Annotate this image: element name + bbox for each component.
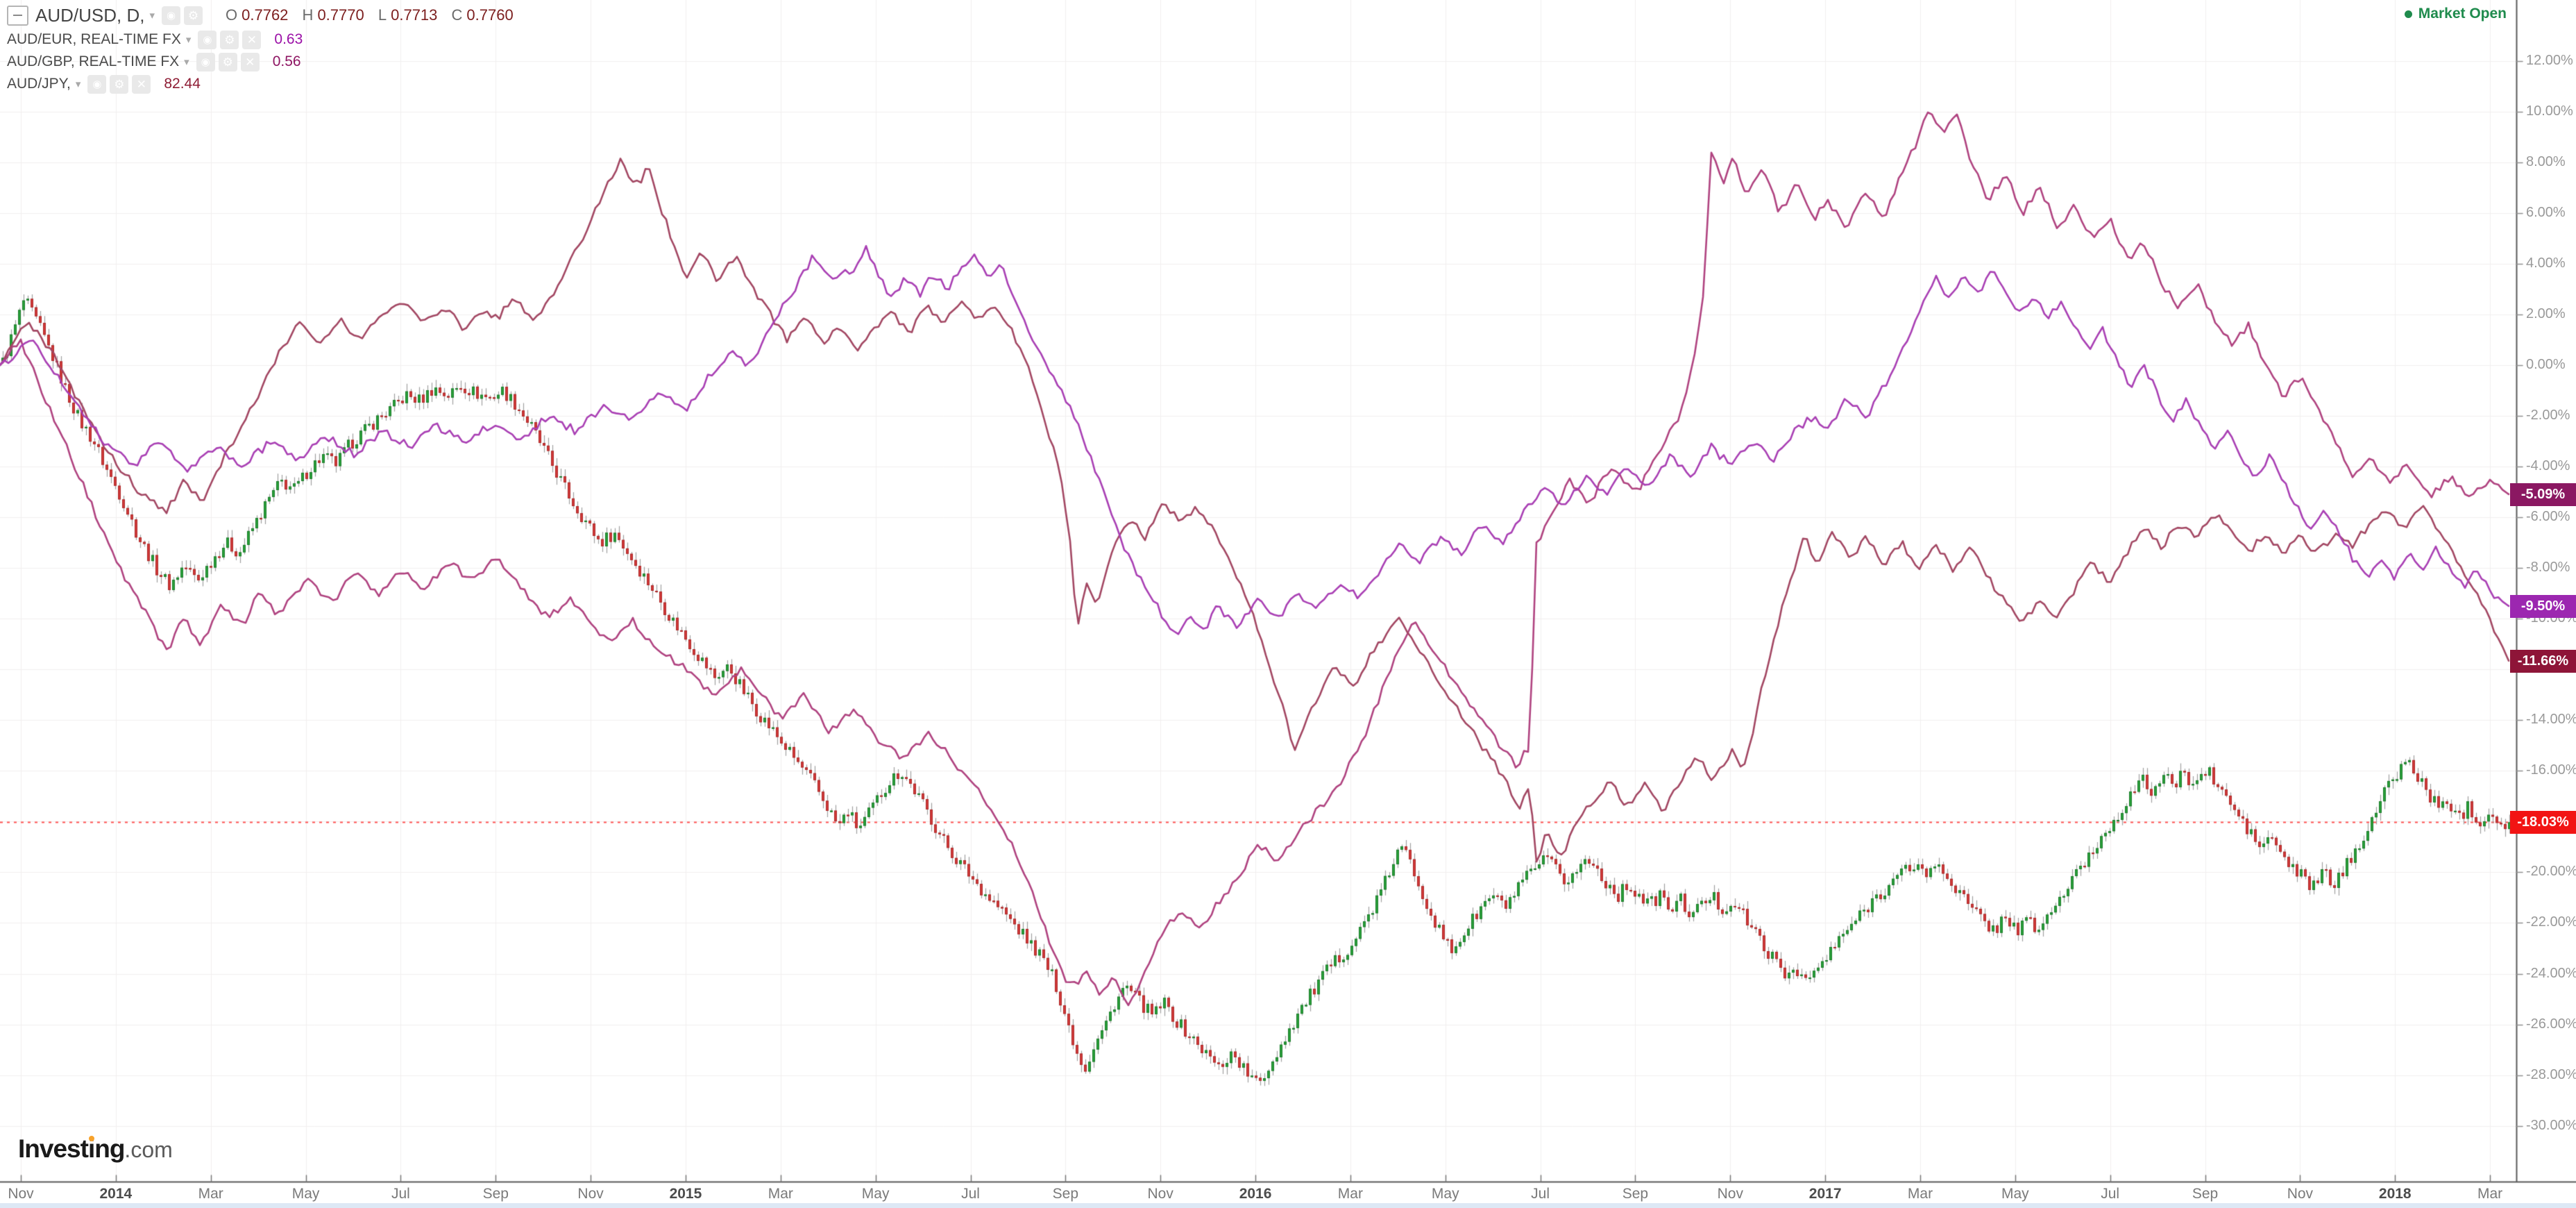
price-badge-audeur: -9.50% [2510,594,2576,618]
x-tick-label: Nov [577,1186,604,1202]
market-open-label: Market Open [2418,6,2507,22]
visibility-icon[interactable]: ◉ [87,74,107,94]
x-tick-label: Mar [768,1186,793,1202]
y-tick-label: -14.00% [2526,712,2576,728]
x-tick-label: Jul [2101,1186,2120,1202]
low-label: L [378,6,387,24]
chevron-down-icon[interactable]: ▾ [75,78,81,90]
close-label: C [451,6,463,24]
x-tick-label: Sep [2192,1186,2219,1202]
legend-row-audusd: AUD/USD, D, ▾ ◉ ⚙ O 0.7762 H 0.7770 L 0.771… [7,3,514,28]
x-tick-label: Nov [8,1186,34,1202]
y-tick-label: -8.00% [2526,560,2570,576]
chevron-down-icon[interactable]: ▾ [149,10,155,22]
logo-com-suffix: .com [124,1137,173,1162]
price-badge-audgbp: -5.09% [2510,483,2576,506]
high-label: H [302,6,314,24]
legend-row-audgbp: AUD/GBP, REAL-TIME FX ▾ ◉ ⚙ ✕ 0.56 [7,51,514,72]
y-tick-label: -28.00% [2526,1066,2576,1082]
x-tick-label: 2016 [1239,1186,1272,1202]
x-tick-label: May [291,1186,320,1202]
x-tick-label: May [2001,1186,2029,1202]
y-tick-label: 4.00% [2526,255,2566,271]
x-tick-label: May [861,1186,890,1202]
y-tick-label: 10.00% [2526,103,2573,119]
collapse-pane-icon[interactable] [7,5,28,26]
y-tick-label: -2.00% [2526,407,2570,423]
y-tick-label: 6.00% [2526,204,2566,220]
visibility-icon[interactable]: ◉ [196,52,215,72]
settings-gear-icon[interactable]: ⚙ [110,74,129,94]
x-tick-label: Nov [1717,1186,1743,1202]
symbol-audusd[interactable]: AUD/USD, D, [35,4,145,26]
audeur-value: 0.63 [274,31,303,47]
y-tick-label: -22.00% [2526,914,2576,930]
symbol-audeur[interactable]: AUD/EUR, REAL-TIME FX [7,31,181,47]
legend-row-audeur: AUD/EUR, REAL-TIME FX ▾ ◉ ⚙ ✕ 0.63 [7,29,514,50]
chevron-down-icon[interactable]: ▾ [185,34,192,46]
x-tick-label: 2015 [669,1186,702,1202]
x-tick-label: 2017 [1808,1186,1842,1202]
settings-gear-icon[interactable]: ⚙ [218,52,237,72]
y-tick-label: -30.00% [2526,1117,2576,1133]
y-tick-label: 2.00% [2526,305,2566,321]
x-tick-label: Mar [2477,1186,2503,1202]
y-tick-label: -20.00% [2526,864,2576,880]
y-tick-label: 8.00% [2526,153,2566,169]
x-tick-label: 2018 [2378,1186,2412,1202]
visibility-icon[interactable]: ◉ [198,30,217,49]
visibility-icon[interactable]: ◉ [162,6,180,25]
close-icon[interactable]: ✕ [240,52,260,72]
x-tick-label: Mar [1337,1186,1363,1202]
x-tick-label: May [1431,1186,1459,1202]
market-open-dot-icon [2404,10,2412,18]
x-tick-label: Sep [482,1186,509,1202]
price-badge-audjpy: -11.66% [2510,649,2576,673]
high-value: 0.7770 [317,6,364,24]
audjpy-value: 82.44 [164,76,201,92]
x-tick-label: Sep [1622,1186,1649,1202]
y-tick-label: -26.00% [2526,1016,2576,1032]
audgbp-value: 0.56 [272,53,301,69]
x-tick-label: Sep [1052,1186,1079,1202]
legend: AUD/USD, D, ▾ ◉ ⚙ O 0.7762 H 0.7770 L 0.771… [7,3,514,96]
settings-gear-icon[interactable]: ⚙ [220,30,239,49]
open-value: 0.7762 [242,6,289,24]
settings-gear-icon[interactable]: ⚙ [184,6,203,25]
x-tick-label: Nov [2287,1186,2314,1202]
chevron-down-icon[interactable]: ▾ [184,56,189,68]
y-tick-label: 12.00% [2526,52,2573,68]
symbol-audgbp[interactable]: AUD/GBP, REAL-TIME FX [7,53,180,69]
price-badge-audusd: -18.03% [2510,811,2576,834]
close-icon[interactable]: ✕ [132,74,151,94]
close-value: 0.7760 [466,6,514,24]
y-tick-label: -24.00% [2526,965,2576,981]
ohlc-values: O 0.7762 H 0.7770 L 0.7713 C 0.7760 [216,6,514,24]
minus-glyph [13,15,22,16]
close-icon[interactable]: ✕ [242,30,262,49]
y-tick-label: 0.00% [2526,356,2566,372]
x-tick-label: Mar [1907,1186,1933,1202]
open-label: O [226,6,238,24]
low-value: 0.7713 [391,6,438,24]
x-tick-label: Jul [391,1186,410,1202]
y-tick-label: -6.00% [2526,509,2570,525]
y-tick-label: -4.00% [2526,458,2570,474]
x-tick-label: 2014 [99,1186,133,1202]
bottom-strip [0,1203,2576,1208]
legend-row-audjpy: AUD/JPY, ▾ ◉ ⚙ ✕ 82.44 [7,74,514,94]
y-tick-label: -16.00% [2526,762,2576,778]
symbol-audjpy[interactable]: AUD/JPY, [7,76,71,92]
investing-logo[interactable]: Investing.com [18,1134,173,1163]
logo-orange-dot-i: i [87,1134,95,1163]
x-tick-label: Jul [961,1186,980,1202]
x-tick-label: Jul [1531,1186,1550,1202]
x-tick-label: Nov [1147,1186,1173,1202]
market-status: Market Open [2404,6,2507,22]
x-tick-label: Mar [198,1186,223,1202]
